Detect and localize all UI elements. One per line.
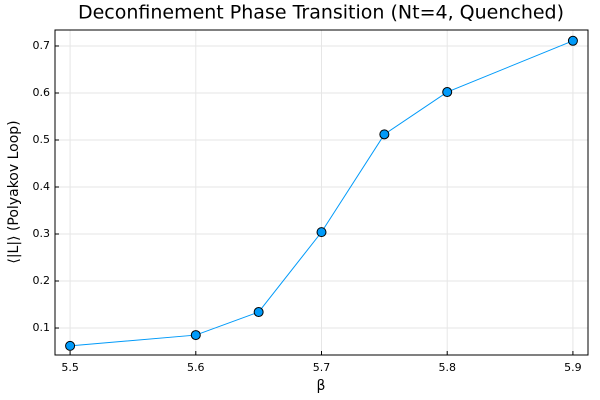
y-axis-label: ⟨|L|⟩ (Polyakov Loop) bbox=[6, 120, 22, 263]
chart-title: Deconfinement Phase Transition (Nt=4, Qu… bbox=[78, 2, 564, 24]
marker bbox=[442, 87, 453, 98]
x-tick-label: 5.8 bbox=[438, 361, 456, 374]
marker bbox=[65, 340, 76, 351]
marker bbox=[379, 129, 390, 140]
marker bbox=[253, 307, 264, 318]
y-tick-label: 0.6 bbox=[33, 86, 51, 99]
y-tick-label: 0.7 bbox=[33, 39, 51, 52]
y-tick-label: 0.1 bbox=[33, 321, 51, 334]
x-tick-label: 5.9 bbox=[564, 361, 582, 374]
y-tick-label: 0.4 bbox=[33, 180, 51, 193]
y-tick-label: 0.2 bbox=[33, 274, 51, 287]
y-tick-label: 0.5 bbox=[33, 133, 51, 146]
x-axis-label: β bbox=[317, 378, 326, 394]
x-tick-label: 5.7 bbox=[313, 361, 331, 374]
marker bbox=[316, 227, 327, 238]
x-tick-label: 5.5 bbox=[61, 361, 79, 374]
y-tick-label: 0.3 bbox=[33, 227, 51, 240]
marker bbox=[190, 330, 201, 341]
plot-frame bbox=[54, 29, 589, 356]
marker bbox=[567, 35, 578, 46]
x-tick-label: 5.6 bbox=[187, 361, 205, 374]
